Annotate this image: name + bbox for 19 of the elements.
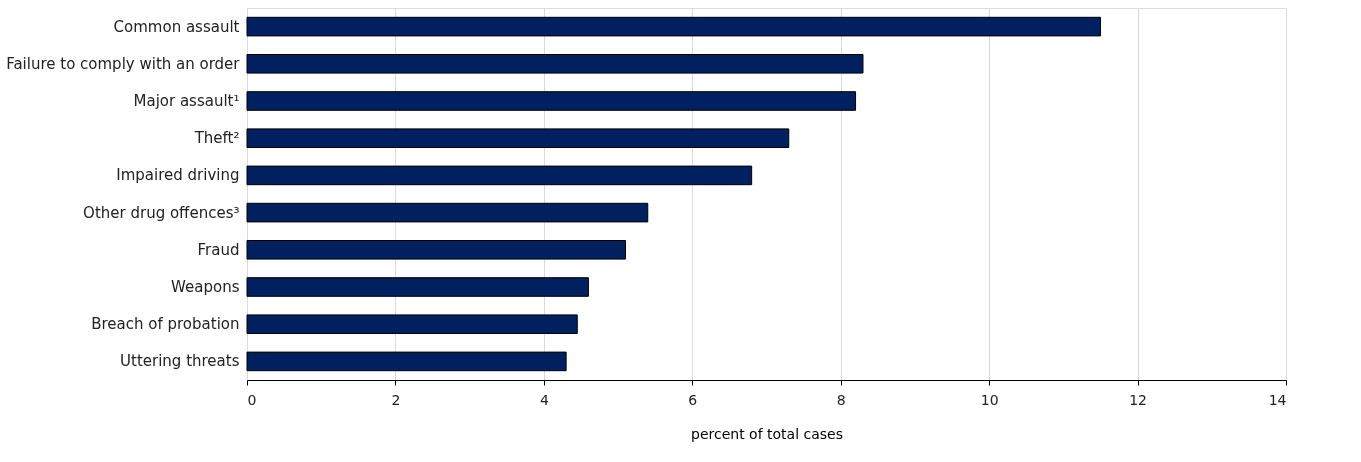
y-tick-label: Other drug offences³ <box>83 203 240 222</box>
y-tick-label: Weapons <box>171 278 240 296</box>
x-tick-label: 6 <box>688 391 698 408</box>
x-tick-label: 12 <box>1129 391 1147 408</box>
x-tick-label: 4 <box>539 391 549 408</box>
y-tick-label: Major assault¹ <box>133 92 240 110</box>
y-tick-label: Uttering threats <box>120 352 240 371</box>
x-axis-title: percent of total cases <box>691 425 843 442</box>
x-tick-label: 10 <box>980 391 999 408</box>
y-tick-label: Theft² <box>193 129 240 148</box>
y-tick-label: Breach of probation <box>91 315 240 334</box>
x-tick-label: 0 <box>247 391 257 408</box>
y-tick-label: Common assault <box>113 17 240 36</box>
x-tick-label: 2 <box>391 391 401 408</box>
y-tick-label: Impaired driving <box>116 166 240 185</box>
y-tick-label: Fraud <box>197 240 240 259</box>
y-tick-label: Failure to comply with an order <box>6 54 241 73</box>
x-tick-label: 14 <box>1268 391 1287 408</box>
x-tick-label: 8 <box>836 391 846 408</box>
